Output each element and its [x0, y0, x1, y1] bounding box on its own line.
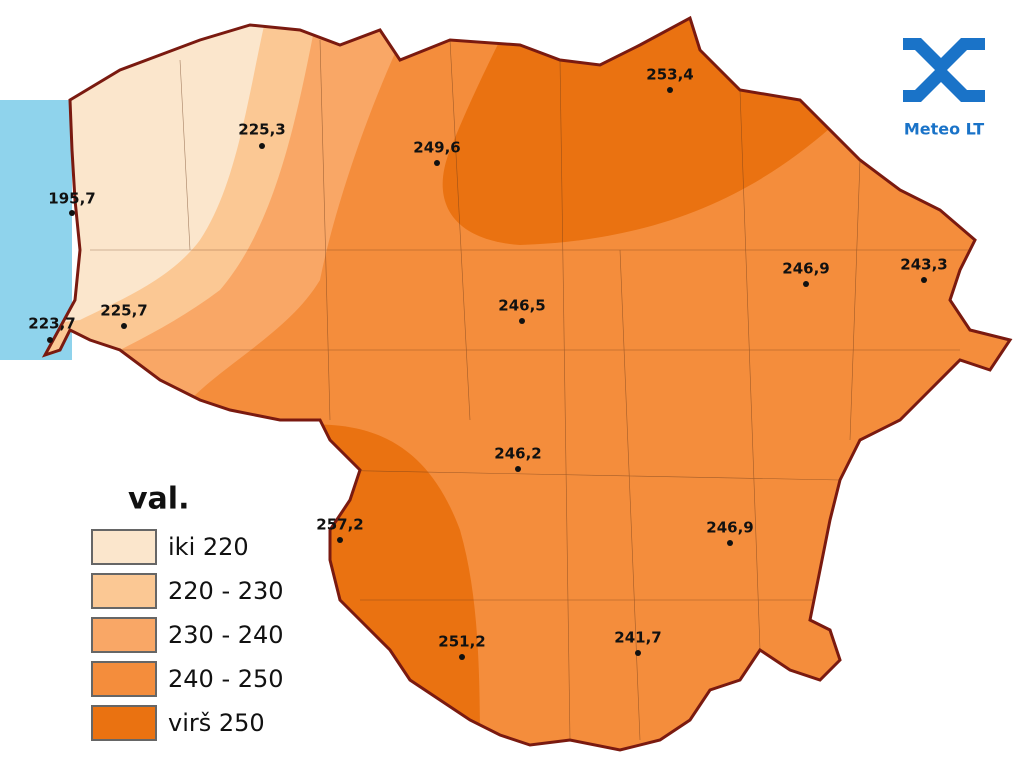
station-label: 246,9 — [706, 519, 753, 537]
station-dot — [921, 277, 927, 283]
legend-swatch — [91, 529, 157, 565]
station-label: 257,2 — [316, 516, 363, 534]
station-dot — [434, 160, 440, 166]
legend-label: 230 - 240 — [168, 621, 284, 649]
station-dot — [667, 87, 673, 93]
station-label: 223,7 — [28, 315, 75, 333]
station-label: 225,7 — [100, 302, 147, 320]
station-dot — [337, 537, 343, 543]
station-dot — [635, 650, 641, 656]
legend-swatch — [91, 661, 157, 697]
legend-label: iki 220 — [168, 533, 249, 561]
station-dot — [69, 210, 75, 216]
station-label: 246,5 — [498, 297, 545, 315]
station-dot — [259, 143, 265, 149]
districts — [90, 39, 975, 741]
station-dot — [515, 466, 521, 472]
sea — [0, 100, 72, 360]
station-dot — [47, 337, 53, 343]
station-label: 249,6 — [413, 139, 460, 157]
station-dot — [459, 654, 465, 660]
station-dot — [727, 540, 733, 546]
legend-swatch — [91, 617, 157, 653]
legend-title: val. — [128, 482, 189, 517]
station-dot — [519, 318, 525, 324]
station-label: 243,3 — [900, 256, 947, 274]
legend-label: virš 250 — [168, 709, 265, 737]
station-label: 225,3 — [238, 121, 285, 139]
legend-label: 240 - 250 — [168, 665, 284, 693]
logo-icon — [903, 38, 985, 102]
station-dot — [803, 281, 809, 287]
station-label: 246,2 — [494, 445, 541, 463]
legend-label: 220 - 230 — [168, 577, 284, 605]
station-label: 195,7 — [48, 190, 95, 208]
legend-swatch — [91, 573, 157, 609]
legend-swatch — [91, 705, 157, 741]
station-label: 253,4 — [646, 66, 693, 84]
logo-text: Meteo LT — [904, 120, 984, 139]
station-dot — [121, 323, 127, 329]
logo: Meteo LT — [903, 38, 985, 139]
station-label: 246,9 — [782, 260, 829, 278]
station-label: 241,7 — [614, 629, 661, 647]
station-label: 251,2 — [438, 633, 485, 651]
